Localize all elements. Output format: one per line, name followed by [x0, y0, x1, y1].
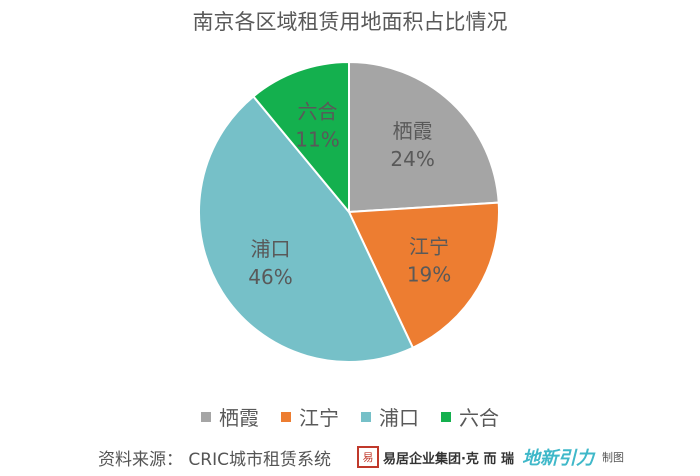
slice-name-label: 六合 — [297, 99, 337, 123]
slice-name-label: 江宁 — [409, 234, 449, 258]
legend-item-luhe: 六合 — [441, 402, 499, 431]
slice-value-label: 24% — [390, 147, 434, 171]
slice-value-label: 11% — [295, 127, 339, 151]
legend-label: 浦口 — [379, 406, 419, 430]
pie-slice — [251, 60, 350, 215]
footer: 资料来源： CRIC城市租赁系统 易 易居企业集团·克 而 瑞 地新引力 制图 — [98, 444, 624, 470]
slice-name-label: 浦口 — [250, 237, 290, 261]
source-text: 资料来源： CRIC城市租赁系统 — [98, 449, 331, 470]
legend-item-pukou: 浦口 — [361, 402, 419, 431]
cric-logo-text: 易居企业集团·克 而 瑞 — [382, 451, 514, 467]
legend-item-jiangning: 江宁 — [281, 402, 339, 431]
pie-slice — [198, 95, 415, 363]
chart-title: 南京各区域租赁用地面积占比情况 — [192, 10, 508, 34]
legend-label: 江宁 — [299, 406, 339, 430]
legend-swatch — [281, 411, 291, 422]
brand-logo: 地新引力 — [521, 448, 594, 469]
slice-value-label: 46% — [248, 265, 292, 289]
pie-labels: 栖霞 24% 江宁 19% 浦口 46% 六合 11% — [248, 99, 451, 288]
legend-swatch — [441, 411, 451, 422]
cric-seal-logo: 易 — [356, 446, 379, 468]
legend-item-qixia: 栖霞 — [201, 402, 259, 431]
pie-slice — [347, 201, 500, 350]
pie-chart: 栖霞 24% 江宁 19% 浦口 46% 六合 11% — [198, 60, 500, 363]
legend-label: 六合 — [459, 406, 499, 430]
pie-slices — [198, 60, 500, 363]
pie-slice — [348, 60, 500, 214]
legend-swatch — [201, 411, 211, 422]
slice-value-label: 19% — [407, 262, 451, 286]
legend: 栖霞 江宁 浦口 六合 — [0, 402, 700, 431]
slice-name-label: 栖霞 — [393, 119, 433, 143]
made-by-text: 制图 — [601, 451, 624, 464]
legend-swatch — [361, 411, 371, 422]
legend-label: 栖霞 — [219, 406, 259, 430]
